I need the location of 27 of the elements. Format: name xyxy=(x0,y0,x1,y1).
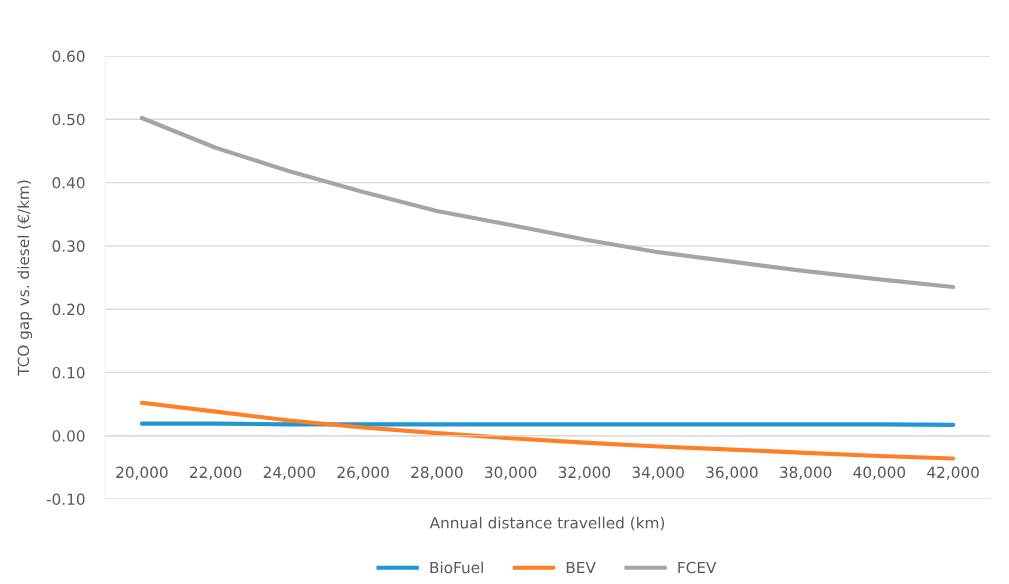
y-tick-label: 0.20 xyxy=(52,303,85,316)
x-tick-label: 22,000 xyxy=(190,466,242,480)
legend-label: BEV xyxy=(566,561,596,574)
y-tick-label: 0.00 xyxy=(52,430,85,442)
y-tick-label: 0.10 xyxy=(52,366,85,379)
x-tick-label: 28,000 xyxy=(411,466,463,480)
x-tick-label: 32,000 xyxy=(558,466,611,480)
legend-label: FCEV xyxy=(678,561,717,574)
y-tick-label: -0.10 xyxy=(46,493,85,506)
y-axis-title: TCO gap vs. diesel (€/km) xyxy=(17,180,33,376)
x-tick-label: 26,000 xyxy=(337,466,389,480)
x-tick-label: 42,000 xyxy=(927,466,979,480)
x-tick-label: 30,000 xyxy=(485,466,537,480)
line-series xyxy=(139,400,956,461)
y-tick-label: 0.60 xyxy=(52,50,85,63)
x-tick-label: 36,000 xyxy=(706,466,758,480)
legend-label: BioFuel xyxy=(430,561,483,574)
x-tick-label: 34,000 xyxy=(632,466,684,480)
x-axis-title: Annual distance travelled (km) xyxy=(429,516,665,531)
x-tick-label: 24,000 xyxy=(263,466,316,480)
y-tick-label: 0.50 xyxy=(52,113,85,126)
y-tick-label: 0.40 xyxy=(52,177,85,189)
x-tick-label: 40,000 xyxy=(853,466,906,480)
line-series xyxy=(139,115,956,290)
y-tick-label: 0.30 xyxy=(52,240,85,252)
x-tick-label: 20,000 xyxy=(116,466,168,480)
x-tick-label: 38,000 xyxy=(780,466,832,480)
